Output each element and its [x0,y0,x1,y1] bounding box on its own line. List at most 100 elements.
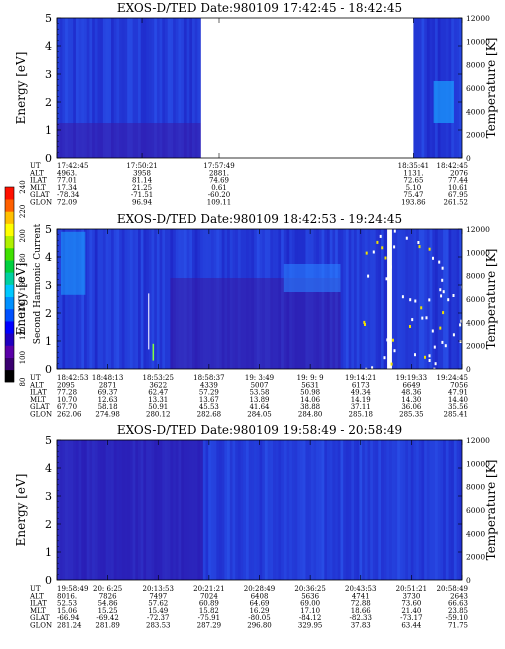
spectrogram-speck [383,356,386,360]
y-tick-label: 0 [45,363,52,376]
table-cell: 54.86 [98,600,119,608]
spectrogram-column [116,229,120,369]
spectrogram-column [391,229,395,369]
table-cell: 41.64 [249,403,270,411]
spectrogram-column [146,229,150,369]
spectrogram-column [170,18,174,158]
y2-tick-label: 6000 [466,506,485,515]
colorbar-swatch [5,308,14,322]
y2-axis-label: Temperature [K] [484,460,498,561]
spectrogram-column [370,440,374,580]
spectrogram-column [405,229,409,369]
spectrogram-column [356,440,360,580]
spectrogram-column [364,440,368,580]
spectrogram-column [345,440,349,580]
spectrogram-column [229,440,233,580]
table-cell: 37.11 [351,403,371,411]
spectrogram-column [383,440,387,580]
spectrogram-column [408,440,412,580]
spectrogram-column [165,229,169,369]
spectrogram-column [132,229,136,369]
table-cell: 69.00 [300,600,320,608]
spectrogram-column [173,18,177,158]
table-cell: 18:58:37 [193,374,224,382]
spectrogram-column [86,229,90,369]
table-cell: 5631 [301,381,319,389]
spectrogram-speck [441,278,444,282]
spectrogram-speck [421,316,424,320]
spectrogram-column [151,229,155,369]
spectrogram-column [337,440,341,580]
spectrogram-speck [393,245,396,249]
spectrogram-column [426,440,430,580]
spectrogram-column [381,440,385,580]
table-row-label: GLAT [30,614,50,622]
spectrogram-speck [405,236,408,240]
spectrogram-speck [452,333,455,337]
spectrogram-column [213,440,217,580]
spectrogram-column [111,18,115,158]
table-cell: 50.91 [148,403,168,411]
spectrogram-bright-region [433,81,454,123]
spectrogram-column [453,18,457,158]
spectrogram-column [343,440,347,580]
spectrogram-speck [417,241,420,244]
table-cell: 18.66 [351,607,372,615]
colorbar-swatch [5,321,14,334]
spectrogram-column [362,229,366,369]
table-cell: 285.35 [399,411,424,419]
y-tick-label: 2 [45,518,52,531]
table-cell: 296.80 [247,622,272,630]
spectrogram-column [73,229,77,369]
y2-tick-label: 0 [466,576,471,585]
spectrogram-column [332,440,336,580]
spectrogram-column [316,440,320,580]
spectrogram-speck [431,329,434,333]
table-cell: 18:42:45 [437,162,468,170]
table-cell: 20:36:25 [294,585,325,593]
spectrogram-column [391,440,395,580]
table-cell: 15.49 [148,607,168,615]
spectrogram-speck [444,344,447,348]
table-cell: 15.82 [199,607,219,615]
spectrogram-column [224,440,228,580]
spectrogram-column [370,229,374,369]
spectrogram-column [308,440,312,580]
spectrogram-speck [414,353,416,357]
table-cell: 282.68 [197,411,222,419]
spectrogram-speck [365,251,368,255]
spectrogram-column [372,440,376,580]
table-cell: 261.52 [444,199,469,207]
spectrogram-column [440,440,444,580]
table-cell: 18:53:25 [143,374,174,382]
table-cell: 37.83 [351,622,371,630]
spectrogram-speck [389,344,392,348]
panel-title: EXOS-D/TED Date:980109 19:58:49 - 20:58:… [117,423,402,437]
colorbar-swatch [5,284,14,297]
table-cell: 0.61 [211,184,227,192]
spectrogram-speck [442,290,445,294]
table-row-label: ILAT [30,177,47,185]
spectrogram-column [429,18,433,158]
spectrogram-column [356,229,360,369]
colorbar-swatch [5,199,14,212]
spectrogram-column [372,229,376,369]
spectrogram-column [84,229,88,369]
spectrogram-column [424,440,428,580]
colorbar-tick-label: 160 [19,278,27,291]
spectrogram-column [108,18,112,158]
spectrogram-column [62,18,66,158]
spectrogram-column [456,440,460,580]
table-cell: 52.53 [57,600,77,608]
y-tick-label: 3 [45,68,52,81]
y-tick-label: 1 [45,124,52,137]
table-cell: 69.37 [98,389,118,397]
spectrogram-column [340,440,344,580]
colorbar-swatch [5,260,14,273]
spectrogram-column [394,229,398,369]
spectrogram-speck [439,326,442,330]
spectrogram-column [78,18,82,158]
spectrogram-column [413,440,417,580]
table-cell: 17:50:21 [126,162,157,170]
table-cell: 2643 [450,592,468,600]
